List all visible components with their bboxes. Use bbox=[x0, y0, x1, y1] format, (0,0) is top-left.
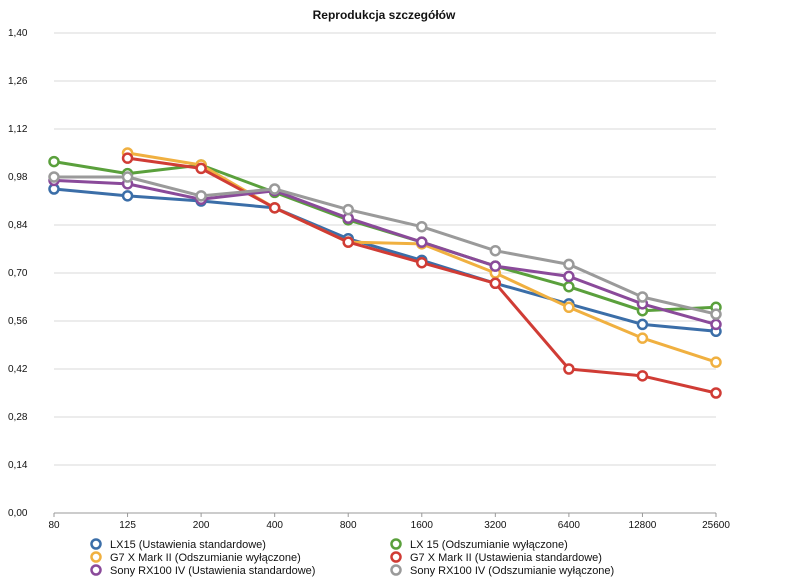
grid-lines bbox=[54, 32, 716, 466]
y-tick-label: 0,70 bbox=[8, 268, 28, 279]
x-tick-label: 25600 bbox=[702, 520, 730, 531]
data-point bbox=[636, 370, 649, 382]
legend-item: Sony RX100 IV (Ustawienia standardowe) bbox=[90, 564, 315, 577]
y-tick-label: 0,42 bbox=[8, 364, 28, 375]
x-tick-label: 80 bbox=[48, 520, 60, 531]
data-point bbox=[710, 387, 722, 399]
series bbox=[48, 183, 722, 338]
legend-label: LX15 (Ustawienia standardowe) bbox=[110, 539, 266, 551]
x-tick-label: 125 bbox=[119, 520, 136, 531]
y-tick-label: 0,56 bbox=[8, 316, 28, 327]
data-point bbox=[563, 258, 575, 271]
data-point bbox=[710, 356, 722, 368]
chart-title: Reprodukcja szczegółów bbox=[313, 8, 456, 22]
y-tick-label: 0,00 bbox=[8, 508, 28, 519]
data-point bbox=[195, 162, 207, 175]
y-tick-label: 0,14 bbox=[8, 460, 28, 471]
legend: LX15 (Ustawienia standardowe) LX 15 (Odsz… bbox=[90, 538, 614, 577]
series-group bbox=[48, 147, 722, 399]
data-point bbox=[342, 236, 354, 248]
legend-marker bbox=[90, 538, 102, 550]
data-point bbox=[268, 183, 281, 195]
x-tick-label: 200 bbox=[193, 520, 210, 531]
data-point bbox=[195, 190, 207, 202]
data-point bbox=[121, 190, 134, 202]
data-point bbox=[416, 236, 428, 248]
data-point bbox=[563, 363, 575, 375]
x-tick-label: 12800 bbox=[629, 520, 657, 531]
legend-item: LX15 (Ustawienia standardowe) bbox=[90, 538, 266, 551]
data-point bbox=[710, 318, 722, 331]
legend-item: G7 X Mark II (Odszumianie wyłączone) bbox=[90, 551, 301, 564]
data-point bbox=[489, 260, 502, 272]
x-tick-label: 800 bbox=[340, 520, 357, 531]
data-point bbox=[121, 171, 134, 183]
data-point bbox=[48, 171, 60, 183]
data-point bbox=[563, 280, 575, 293]
data-point bbox=[563, 301, 575, 314]
series bbox=[121, 152, 722, 399]
data-point bbox=[489, 244, 502, 257]
legend-item: Sony RX100 IV (Odszumianie wyłączone) bbox=[390, 564, 614, 577]
legend-label: Sony RX100 IV (Ustawienia standardowe) bbox=[110, 565, 315, 577]
data-point bbox=[416, 256, 428, 269]
series-line bbox=[52, 178, 718, 326]
y-tick-label: 0,28 bbox=[8, 412, 28, 423]
legend-marker bbox=[90, 564, 102, 576]
data-point bbox=[563, 270, 575, 283]
x-tick-label: 400 bbox=[266, 520, 283, 531]
series bbox=[48, 171, 722, 320]
legend-marker bbox=[390, 564, 402, 576]
data-point bbox=[342, 203, 354, 216]
data-point bbox=[710, 308, 722, 320]
data-point bbox=[48, 155, 60, 168]
series-line bbox=[52, 187, 718, 333]
legend-item: LX 15 (Odszumianie wyłączone) bbox=[390, 538, 568, 551]
y-tick-label: 0,84 bbox=[8, 220, 28, 231]
legend-label: LX 15 (Odszumianie wyłączone) bbox=[410, 539, 568, 551]
data-point bbox=[636, 291, 649, 303]
legend-label: G7 X Mark II (Ustawienia standardowe) bbox=[410, 552, 602, 564]
legend-item: G7 X Mark II (Ustawienia standardowe) bbox=[390, 551, 602, 564]
x-tick-label: 1600 bbox=[411, 520, 434, 531]
series bbox=[48, 155, 722, 317]
legend-label: Sony RX100 IV (Odszumianie wyłączone) bbox=[410, 565, 614, 577]
y-tick-label: 1,26 bbox=[8, 76, 28, 87]
y-tick-label: 0,98 bbox=[8, 172, 28, 183]
y-tick-label: 1,12 bbox=[8, 124, 28, 135]
data-point bbox=[636, 318, 649, 331]
series-line bbox=[52, 175, 718, 316]
y-axis-ticks: 0,00 0,14 0,28 0,42 0,56 0,70 0,84 0,98 1,12 1,26… bbox=[8, 28, 28, 519]
legend-marker bbox=[90, 551, 102, 563]
data-point bbox=[489, 277, 502, 290]
data-point bbox=[268, 202, 281, 214]
data-point bbox=[416, 220, 428, 233]
data-point bbox=[121, 152, 134, 164]
x-tick-label: 3200 bbox=[484, 520, 507, 531]
legend-label: G7 X Mark II (Odszumianie wyłączone) bbox=[110, 552, 301, 564]
legend-marker bbox=[390, 538, 402, 550]
legend-marker bbox=[390, 551, 402, 563]
x-axis-ticks: 80 125 200 400 800 1600 3200 6400 12800 25600 bbox=[48, 513, 730, 531]
data-point bbox=[636, 332, 649, 344]
y-tick-label: 1,40 bbox=[8, 28, 28, 39]
x-tick-label: 6400 bbox=[558, 520, 581, 531]
